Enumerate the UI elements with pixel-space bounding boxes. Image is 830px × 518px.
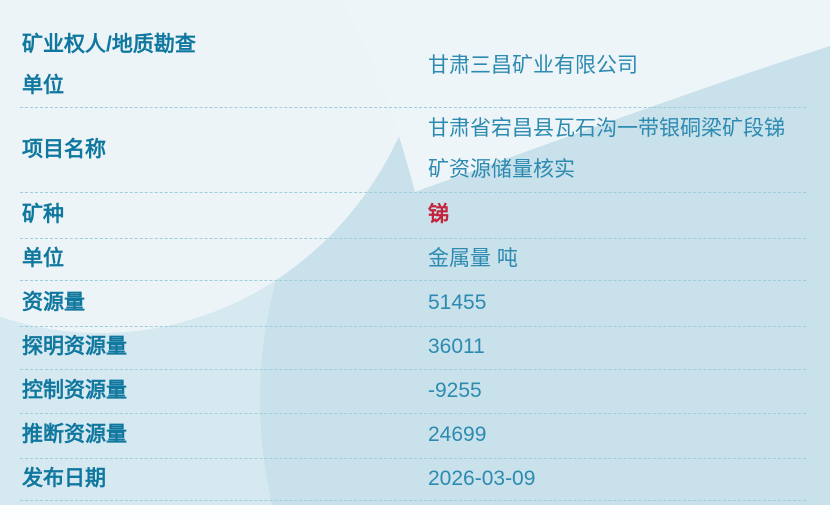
row-value: 36011 [428, 335, 485, 359]
record-detail-panel: 矿业权人/地质勘查单位 甘肃三昌矿业有限公司项目名称 甘肃省宕昌县瓦石沟一带银硐梁矿… [0, 0, 830, 505]
row-value: -9255 [428, 378, 482, 402]
row-label: 推断资源量 [22, 423, 127, 447]
row-label: 单位 [22, 247, 64, 270]
decorative-background [0, 0, 830, 505]
row-label: 矿业权人/地质勘查单位 [22, 33, 196, 97]
row-value: 甘肃省宕昌县瓦石沟一带银硐梁矿段锑矿资源储量核实 [428, 117, 785, 181]
row-value: 2026-03-09 [428, 466, 536, 490]
table-row: 矿业权人/地质勘查单位 甘肃三昌矿业有限公司 [20, 25, 806, 108]
mineral-record-table: 矿业权人/地质勘查单位 甘肃三昌矿业有限公司项目名称 甘肃省宕昌县瓦石沟一带银硐梁矿… [20, 0, 806, 501]
table-row: 控制资源量 -9255 [20, 370, 806, 414]
table-row: 推断资源量 24699 [20, 414, 806, 459]
table-row: 探明资源量 36011 [20, 327, 806, 370]
table-row: 单位 金属量 吨 [20, 239, 806, 281]
row-value: 金属量 吨 [428, 247, 518, 270]
row-value: 24699 [428, 423, 487, 447]
table-row: 项目名称 甘肃省宕昌县瓦石沟一带银硐梁矿段锑矿资源储量核实 [20, 108, 806, 193]
row-label: 探明资源量 [22, 335, 127, 359]
row-label: 矿种 [22, 203, 64, 227]
row-label: 资源量 [22, 290, 85, 314]
row-label: 控制资源量 [22, 378, 127, 402]
table-row: 发布日期 2026-03-09 [20, 459, 806, 501]
table-row: 矿种 锑 [20, 193, 806, 239]
table-row: 资源量 51455 [20, 281, 806, 327]
background-light-ellipse [0, 0, 432, 333]
row-label: 项目名称 [22, 137, 106, 161]
bottom-margin [0, 505, 830, 518]
row-value: 51455 [428, 290, 487, 314]
row-value: 锑 [428, 203, 449, 227]
row-label: 发布日期 [22, 466, 106, 490]
row-value: 甘肃三昌矿业有限公司 [428, 53, 638, 77]
background-light-diagonal [340, 0, 830, 192]
